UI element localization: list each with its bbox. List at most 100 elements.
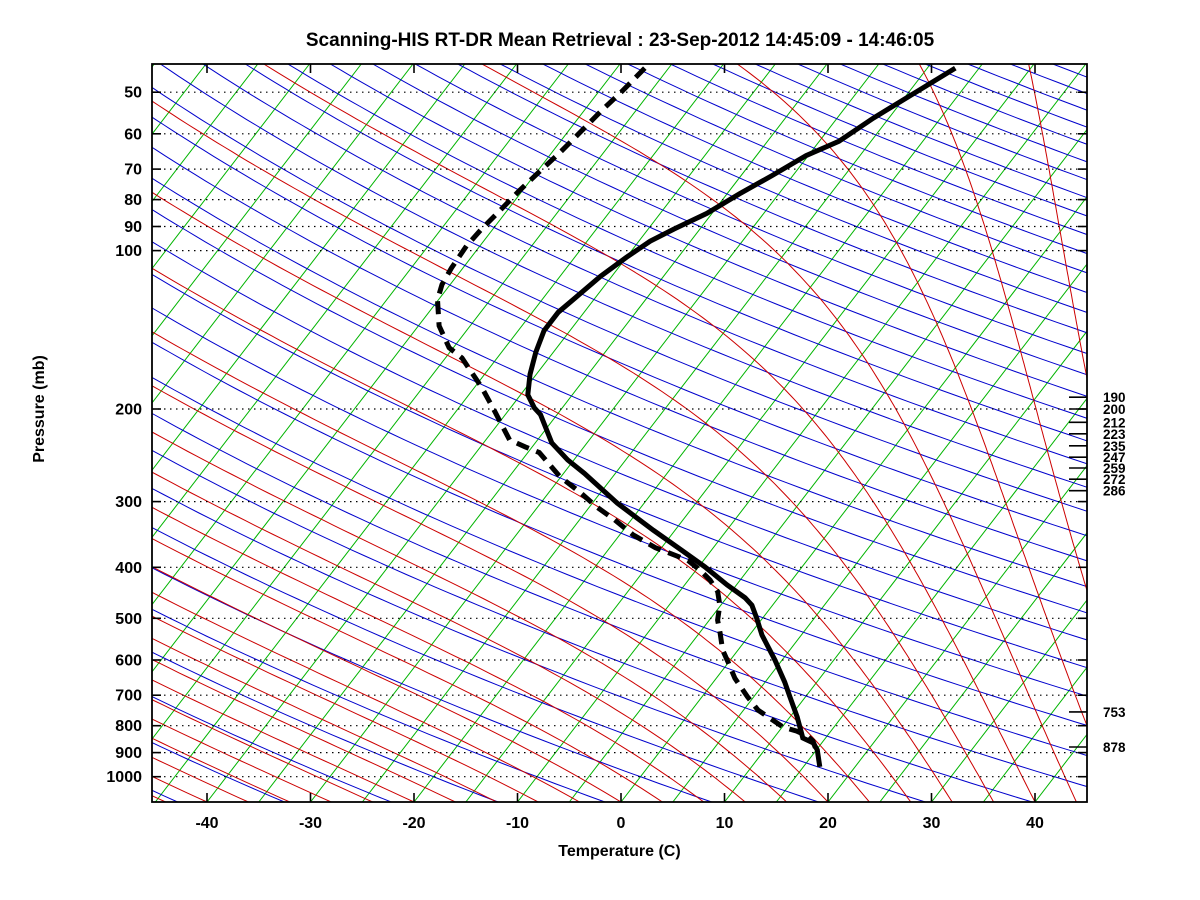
moist-adiabat-line	[152, 591, 580, 802]
x-tick-label: 10	[716, 815, 734, 832]
right-pressure-label: 272	[1103, 472, 1126, 487]
x-tick-label: 40	[1026, 815, 1044, 832]
x-tick-label: -10	[506, 815, 529, 832]
moist-adiabat-line	[1167, 64, 1200, 802]
x-tick-label: 20	[819, 815, 837, 832]
dry-adiabat-line	[627, 64, 1087, 255]
dry-adiabat-line	[152, 273, 1087, 669]
dry-adiabat-line	[152, 208, 1087, 614]
dry-adiabat-line	[152, 241, 1087, 641]
x-axis-label: Temperature (C)	[558, 843, 681, 860]
dry-adiabat-line	[152, 449, 1033, 802]
isotherm-line	[568, 128, 1087, 802]
x-tick-label: -40	[195, 815, 218, 832]
axes-layer: -40 -30 -20 -10 0 10 20 30 40 50 60 70 80 90 100 200 300…	[106, 63, 1126, 832]
isotherm-line	[361, 64, 931, 802]
isotherm-line	[775, 397, 1087, 802]
dry-adiabat-line	[152, 487, 926, 802]
chart-title: Scanning-HIS RT-DR Mean Retrieval : 23-S…	[305, 30, 935, 51]
moist-adiabat-line	[152, 100, 995, 802]
dry-adiabat-line	[287, 64, 1087, 419]
right-pressure-label: 212	[1103, 415, 1126, 430]
dry-adiabat-line	[840, 64, 1087, 163]
isotherm-line	[152, 64, 673, 740]
right-pressure-label: 235	[1103, 439, 1126, 454]
moist-adiabat-line	[152, 471, 746, 802]
dry-adiabat-line	[152, 608, 606, 802]
moist-adiabat-line	[152, 718, 332, 802]
isotherm-line	[672, 263, 1087, 802]
x-tick-label: 30	[923, 815, 941, 832]
dry-adiabat-line	[457, 64, 1087, 334]
y-tick-label: 100	[115, 243, 142, 260]
y-tick-label: 60	[124, 126, 142, 143]
dry-adiabat-line	[372, 64, 1087, 376]
isotherm-line	[879, 532, 1087, 802]
moist-adiabat-line	[918, 64, 1087, 593]
moist-adiabat-line	[481, 64, 1077, 802]
y-tick-label: 600	[115, 652, 142, 669]
isotherm-line	[152, 64, 259, 203]
isotherm-line	[154, 64, 724, 802]
moist-adiabat-line	[1028, 64, 1087, 381]
dry-adiabat-line	[670, 64, 1087, 236]
dry-adiabat-line	[755, 64, 1087, 199]
moist-adiabat-line	[263, 64, 1036, 802]
dry-adiabat-line	[330, 64, 1087, 397]
y-tick-label: 1000	[106, 769, 142, 786]
moist-adiabat-line	[152, 637, 498, 802]
y-tick-label: 200	[115, 401, 142, 418]
right-pressure-label: 259	[1103, 461, 1126, 476]
moist-adiabat-line	[152, 267, 912, 802]
moist-adiabat-line	[152, 699, 373, 802]
y-tick-label: 80	[124, 192, 142, 209]
isotherm-line	[152, 64, 362, 337]
right-pressure-label: 286	[1103, 484, 1126, 499]
isotherm-line	[152, 64, 517, 539]
dry-adiabat-line	[152, 86, 1087, 512]
moist-adiabat-line	[152, 331, 870, 802]
isotherm-line	[827, 464, 1087, 802]
moist-adiabat-line	[152, 385, 829, 802]
dry-adiabat-line	[152, 412, 1087, 788]
right-pressure-label: 223	[1103, 427, 1126, 442]
moist-adiabat-line	[152, 506, 705, 802]
y-tick-label: 800	[115, 718, 142, 735]
dewpoint-profile-curve	[434, 66, 819, 751]
moist-adiabat-line	[0, 64, 83, 802]
dry-adiabat-line	[585, 64, 1087, 274]
x-tick-label: -30	[299, 815, 322, 832]
moist-adiabat-line	[152, 679, 415, 802]
right-pressure-label: 878	[1103, 740, 1126, 755]
y-tick-label: 50	[124, 85, 142, 102]
moist-adiabat-line	[152, 538, 663, 802]
right-pressure-label: 200	[1103, 402, 1126, 417]
x-tick-label: 0	[617, 815, 626, 832]
isotherm-line	[724, 330, 1087, 802]
dry-adiabat-line	[152, 376, 1087, 757]
moist-adiabat-line	[152, 615, 539, 802]
moist-adiabat-line	[152, 431, 787, 802]
moist-adiabat-line	[152, 737, 291, 802]
dry-adiabat-line	[152, 742, 285, 802]
isotherm-line	[152, 64, 414, 404]
isotherm-line	[465, 64, 1035, 802]
right-pressure-label: 247	[1103, 450, 1126, 465]
isotherm-line	[152, 64, 466, 472]
isotherm-line	[931, 599, 1087, 802]
y-tick-label: 70	[124, 162, 142, 179]
isotherm-line	[310, 64, 880, 802]
dry-adiabat-line	[152, 789, 178, 802]
y-tick-label: 90	[124, 219, 142, 236]
dry-adiabat-line	[712, 64, 1087, 217]
moist-adiabat-line	[152, 658, 456, 802]
dry-adiabat-line	[152, 341, 1087, 726]
y-tick-label: 700	[115, 688, 142, 705]
y-tick-label: 300	[115, 494, 142, 511]
dry-adiabat-line	[245, 64, 1087, 442]
y-tick-label: 900	[115, 745, 142, 762]
dry-adiabat-line	[160, 64, 1087, 488]
dry-adiabat-line	[152, 307, 1087, 697]
